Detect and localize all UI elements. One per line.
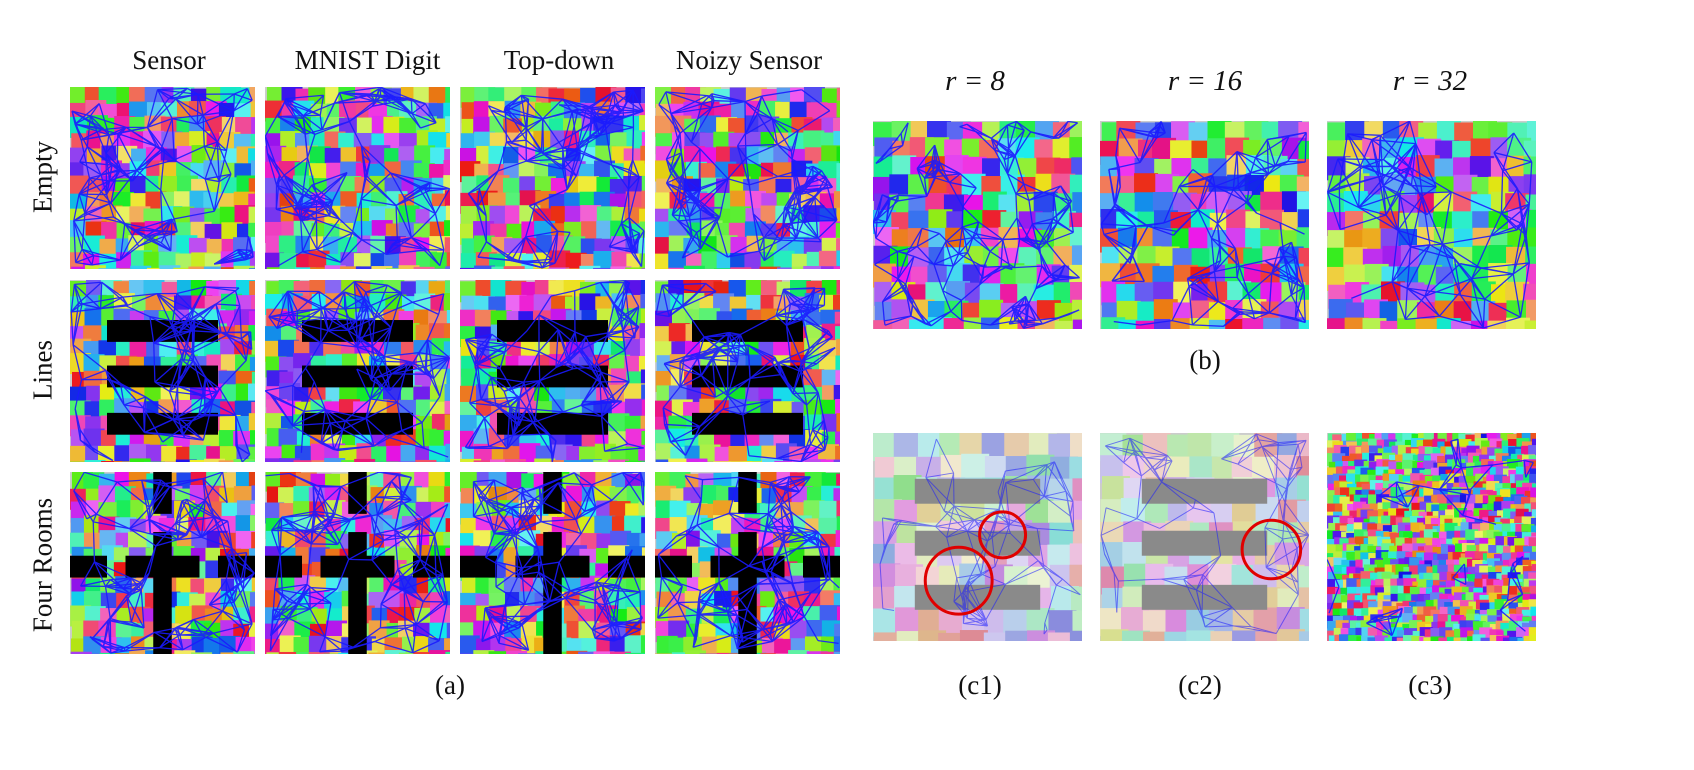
- graph-edges: [70, 281, 253, 462]
- graph-edges: [472, 472, 645, 651]
- cell-mosaic: [1100, 121, 1309, 329]
- caption-b: (b): [1189, 345, 1221, 375]
- cell-mosaic: [460, 87, 645, 269]
- caption-c1: (c1): [958, 670, 1002, 700]
- panel-empty-mnist-digit: [265, 87, 450, 269]
- graph-edges: [464, 280, 644, 462]
- panel-four-rooms-mnist-digit: [265, 472, 450, 654]
- graph-edges: [265, 472, 449, 654]
- col-header-mnist-digit: MNIST Digit: [294, 45, 441, 75]
- cell-mosaic: [70, 87, 255, 269]
- panel-lines-sensor: [70, 280, 255, 462]
- r-label-8: r = 8: [945, 65, 1005, 97]
- graph-edges: [873, 121, 1080, 329]
- graph-edges: [658, 89, 838, 262]
- panel-empty-top-down: [460, 87, 645, 269]
- caption-c2: (c2): [1178, 670, 1222, 700]
- panel-r-32: [1327, 121, 1536, 329]
- graph-edges: [265, 280, 450, 458]
- panel-r-8: [873, 121, 1082, 329]
- panel-c3: [1327, 433, 1536, 641]
- col-header-sensor: Sensor: [132, 45, 206, 75]
- panel-r-16: [1100, 121, 1309, 329]
- panel-c1: [873, 433, 1082, 641]
- caption-c3: (c3): [1408, 670, 1452, 700]
- graph-edges: [657, 475, 840, 650]
- graph-edges: [73, 472, 255, 654]
- graph-edges: [265, 87, 450, 267]
- panel-lines-noizy-sensor: [655, 280, 840, 462]
- graph-edges: [655, 282, 836, 462]
- graph-edges: [1327, 438, 1534, 637]
- panel-four-rooms-top-down: [460, 472, 645, 654]
- panel-lines-mnist-digit: [265, 280, 450, 462]
- graph-edges: [1327, 121, 1533, 329]
- col-header-noizy-sensor: Noizy Sensor: [675, 45, 823, 75]
- panel-lines-top-down: [460, 280, 645, 462]
- row-label-four-rooms: Four Rooms: [27, 497, 58, 633]
- panel-four-rooms-noizy-sensor: [655, 472, 840, 654]
- r-label-16: r = 16: [1167, 65, 1243, 97]
- graph-edges: [467, 89, 645, 269]
- cell-mosaic: [1327, 433, 1536, 641]
- highlight-circle: [978, 510, 1028, 560]
- col-header-top-down: Top-down: [503, 45, 615, 75]
- panel-c2: [1100, 433, 1309, 641]
- graph-edges: [1100, 121, 1307, 327]
- panel-four-rooms-sensor: [70, 472, 255, 654]
- row-label-lines: Lines: [27, 340, 58, 400]
- graph-edges: [1100, 433, 1309, 634]
- row-label-empty: Empty: [27, 141, 58, 213]
- graph-edges: [71, 87, 254, 266]
- r-label-32: r = 32: [1392, 65, 1468, 97]
- panel-empty-noizy-sensor: [655, 87, 840, 269]
- caption-a: (a): [435, 670, 465, 700]
- panel-empty-sensor: [70, 87, 255, 269]
- highlight-circle: [923, 545, 994, 616]
- highlight-circle: [1240, 518, 1303, 581]
